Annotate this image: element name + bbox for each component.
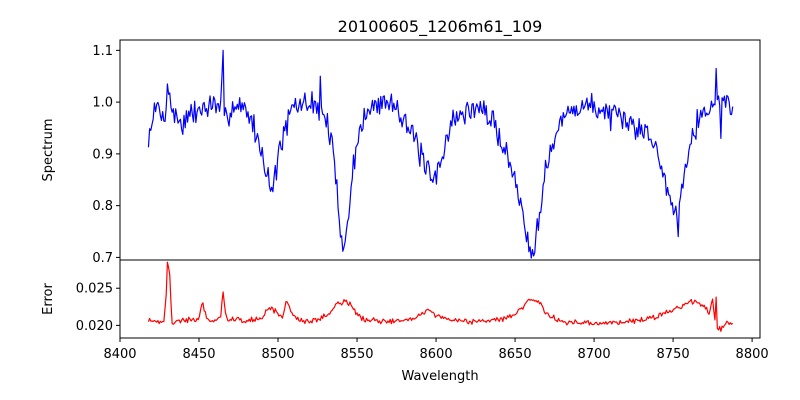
x-tick-label: 8500 (261, 347, 294, 362)
error-axes-frame (119, 259, 761, 339)
x-tick-label: 8600 (420, 347, 453, 362)
x-tick-label: 8750 (657, 347, 690, 362)
error-y-axis-label: Error (41, 283, 56, 315)
x-tick-label: 8550 (340, 347, 373, 362)
error-series-group (147, 261, 734, 332)
spectrum-panel: 0.7 0.8 0.9 1.0 1.1 Spectrum (41, 39, 761, 266)
spectrum-y-tick-label: 1.0 (92, 96, 113, 111)
x-tick-label: 8650 (499, 347, 532, 362)
spectrum-y-tick-label: 0.7 (92, 251, 113, 266)
error-y-ticks: 0.020 0.025 (76, 282, 120, 334)
error-series-line (147, 261, 734, 332)
error-y-tick-label: 0.020 (76, 319, 113, 334)
spectrum-y-axis-label: Spectrum (41, 119, 56, 182)
spectrum-series-line (147, 49, 734, 259)
x-tick-label: 8400 (103, 347, 136, 362)
spectrum-y-tick-label: 0.9 (92, 147, 113, 162)
x-tick-label: 8450 (182, 347, 215, 362)
spectrum-y-ticks: 0.7 0.8 0.9 1.0 1.1 (92, 44, 120, 266)
x-tick-label: 8800 (736, 347, 769, 362)
spectrum-y-tick-label: 0.8 (92, 199, 113, 214)
x-axis-label: Wavelength (401, 369, 478, 384)
spectrum-series-group (147, 49, 734, 259)
x-tick-label: 8700 (578, 347, 611, 362)
error-y-tick-label: 0.025 (76, 282, 113, 297)
chart-title: 20100605_1206m61_109 (338, 17, 543, 37)
spectrum-y-tick-label: 1.1 (92, 44, 113, 59)
x-axis-ticks: 8400 8450 8500 8550 8600 8650 8700 8750 8800 (103, 338, 769, 362)
